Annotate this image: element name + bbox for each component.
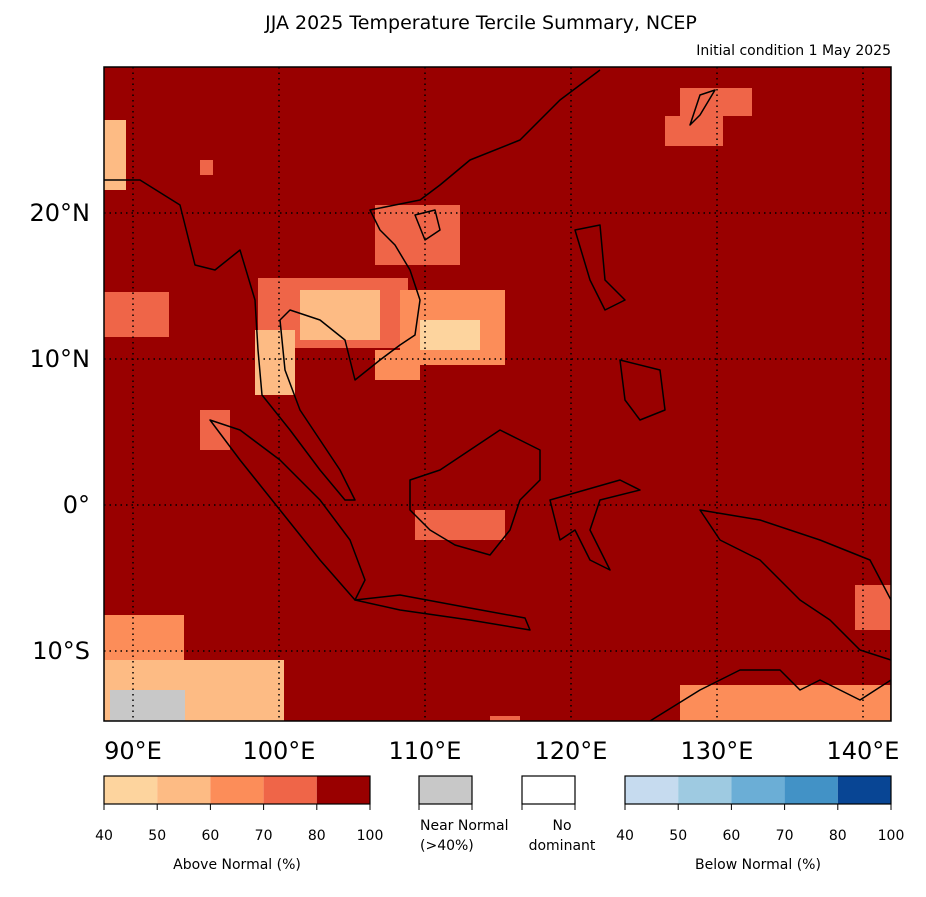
colorbar-tick-label: 60 <box>722 828 740 844</box>
colorbar-tick-label: 40 <box>95 828 113 844</box>
lat-label: 0° <box>63 491 90 519</box>
legend-label: Near Normal <box>420 818 509 834</box>
colorbar-caption: Above Normal (%) <box>173 857 301 873</box>
map-frame <box>103 66 892 722</box>
colorbar-cell <box>104 776 158 804</box>
title: JJA 2025 Temperature Tercile Summary, NC… <box>264 12 697 34</box>
colorbar-cell <box>625 776 679 804</box>
colorbar-frame <box>624 775 892 805</box>
colorbar-tick-label: 60 <box>201 828 219 844</box>
colorbar-tick-label: 100 <box>878 828 905 844</box>
map <box>104 67 891 721</box>
colorbar-cell <box>157 776 211 804</box>
colorbar-tick-label: 70 <box>776 828 794 844</box>
colorbar-cell <box>210 776 264 804</box>
lon-label: 140°E <box>827 737 900 765</box>
lat-label: 10°S <box>32 637 90 665</box>
background <box>104 67 891 721</box>
colorbar-caption: Below Normal (%) <box>695 857 821 873</box>
colorbar-tick-label: 50 <box>148 828 166 844</box>
colorbar-frame <box>103 775 371 805</box>
subtitle: Initial condition 1 May 2025 <box>696 43 891 59</box>
colorbar-cell <box>837 776 891 804</box>
lon-label: 100°E <box>243 737 316 765</box>
colorbar-tick-label: 80 <box>308 828 326 844</box>
legend-label: dominant <box>529 838 596 854</box>
legend-box <box>521 775 576 805</box>
lon-label: 120°E <box>535 737 608 765</box>
legend-box <box>418 775 473 805</box>
graticule <box>104 67 891 721</box>
colorbar-cell <box>678 776 732 804</box>
legend-label: (>40%) <box>420 838 474 854</box>
legend-label: No <box>552 818 571 834</box>
colorbar-tick-label: 40 <box>616 828 634 844</box>
colorbar-tick-label: 70 <box>255 828 273 844</box>
colorbar-cell <box>731 776 785 804</box>
colorbar-tick-label: 80 <box>829 828 847 844</box>
lat-label: 10°N <box>30 345 91 373</box>
colorbar-tick-label: 100 <box>357 828 384 844</box>
patches <box>104 88 891 721</box>
colorbar-cell <box>316 776 370 804</box>
colorbar-cell <box>784 776 838 804</box>
colorbar-cell <box>263 776 317 804</box>
coastlines <box>104 69 891 721</box>
lon-label: 90°E <box>104 737 162 765</box>
lat-label: 20°N <box>30 199 91 227</box>
lon-label: 130°E <box>681 737 754 765</box>
lon-label: 110°E <box>389 737 462 765</box>
colorbar-tick-label: 50 <box>669 828 687 844</box>
